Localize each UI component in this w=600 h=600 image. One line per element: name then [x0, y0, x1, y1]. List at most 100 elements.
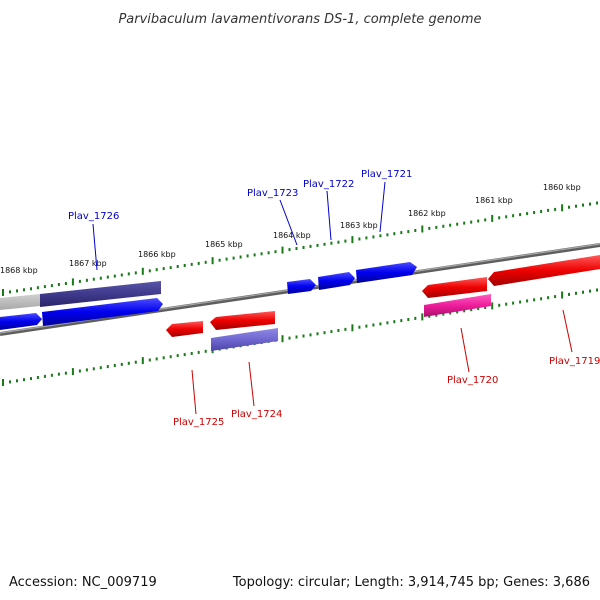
gene-feature-plav-1724[interactable] [211, 328, 278, 351]
ruler-lower-tick [204, 349, 207, 353]
ruler-upper-tick [253, 253, 256, 257]
gene-feature-plav-1720-top[interactable] [422, 277, 487, 298]
ruler-upper-tick [498, 216, 501, 220]
ruler-lower-tick [498, 303, 501, 307]
ruler-upper-tick [16, 289, 18, 293]
ruler-lower-tick [575, 291, 577, 295]
gene-feature-blue-left[interactable] [0, 313, 42, 330]
ruler-upper-tick [71, 278, 74, 286]
ruler-upper-tick [512, 214, 515, 218]
ruler-lower-tick [309, 333, 312, 337]
gene-feature-plav-1726[interactable] [40, 281, 161, 307]
ruler-lower-tick [442, 312, 445, 316]
ruler-upper-tick [463, 221, 466, 225]
ruler-label-1860: 1860 kbp [543, 183, 581, 192]
ruler-upper [2, 201, 598, 296]
ruler-lower-tick [43, 374, 46, 378]
ruler-upper-tick [351, 236, 354, 244]
ruler-lower-tick [106, 365, 109, 369]
ruler-upper-tick [309, 244, 312, 248]
ruler-lower-tick [470, 308, 473, 312]
ruler-lower-tick [589, 289, 591, 293]
ruler-lower-tick [176, 354, 179, 358]
ruler-lower-tick [9, 380, 11, 384]
label-plav-1724[interactable]: Plav_1724 [231, 409, 282, 420]
ruler-upper-tick [365, 236, 368, 240]
ruler-upper-tick [57, 283, 60, 286]
ruler-lower-tick [2, 379, 4, 386]
ruler-upper-tick [484, 218, 487, 222]
ruler-upper-tick [316, 243, 319, 247]
gene-feature-plav-1720[interactable] [424, 294, 491, 317]
ruler-lower-tick [190, 352, 193, 355]
label-plav-1721[interactable]: Plav_1721 [361, 169, 412, 180]
ruler-upper-tick [358, 237, 361, 241]
leader-plav-1726 [92, 223, 98, 271]
ruler-label-1863: 1863 kbp [340, 221, 378, 230]
ruler-lower-tick [407, 318, 410, 321]
ruler-lower-tick [540, 297, 543, 301]
ruler-label-1864: 1864 kbp [273, 231, 311, 240]
ruler-upper-tick [302, 246, 305, 249]
gene-feature-plav-1723[interactable] [287, 279, 316, 294]
ruler-lower-tick [16, 379, 18, 383]
ruler-upper-tick [64, 282, 67, 285]
label-plav-1720[interactable]: Plav_1720 [447, 375, 498, 386]
label-plav-1719[interactable]: Plav_1719 [549, 356, 600, 367]
ruler-upper-tick [36, 286, 39, 290]
label-plav-1726[interactable]: Plav_1726 [68, 211, 119, 222]
ruler-upper-tick [295, 247, 298, 250]
ruler-upper-tick [477, 219, 480, 223]
ruler-lower-tick [78, 369, 81, 373]
ruler-lower-tick [505, 302, 508, 306]
ruler-lower-tick [50, 373, 53, 377]
ruler-lower-tick [148, 358, 151, 362]
gene-feature-plav-1722[interactable] [318, 272, 355, 290]
ruler-upper-tick [575, 204, 577, 208]
ruler-upper-tick [162, 267, 165, 271]
gene-feature-plav-1725[interactable] [166, 321, 203, 337]
ruler-upper-tick [211, 257, 214, 265]
ruler-lower-tick [365, 324, 368, 328]
ruler-upper-tick [561, 204, 564, 212]
label-plav-1722[interactable]: Plav_1722 [303, 179, 354, 190]
ruler-upper-tick [30, 287, 32, 291]
ruler-lower-tick [281, 335, 284, 343]
gene-feature-blue-long[interactable] [42, 298, 163, 326]
ruler-upper-tick [50, 284, 53, 288]
ruler-lower-tick [568, 292, 570, 296]
ruler-lower-tick [302, 334, 305, 338]
gene-feature-plav-1724-top[interactable] [210, 311, 275, 330]
ruler-lower-tick [456, 310, 459, 314]
ruler-upper-tick [204, 260, 207, 264]
ruler-lower-tick [596, 288, 598, 292]
ruler-upper-tick [267, 251, 270, 255]
ruler-upper-tick [9, 290, 11, 294]
ruler-upper-tick [582, 203, 584, 207]
ruler-label-1861: 1861 kbp [475, 196, 513, 205]
ruler-upper-tick [246, 254, 249, 258]
forward-genes-lower [0, 298, 163, 330]
ruler-upper-tick [113, 274, 116, 278]
ruler-upper-tick [456, 222, 459, 226]
label-plav-1725[interactable]: Plav_1725 [173, 417, 224, 428]
label-plav-1723[interactable]: Plav_1723 [247, 188, 298, 199]
ruler-lower-tick [533, 298, 536, 302]
ruler-label-1866: 1866 kbp [138, 250, 176, 259]
ruler-lower-tick [330, 330, 333, 334]
gene-feature-plav-1719[interactable] [488, 255, 600, 286]
gene-feature-plav-1721[interactable] [356, 262, 417, 283]
ruler-lower-tick [484, 306, 487, 309]
ruler-lower-tick [92, 367, 95, 371]
ruler-upper-tick [526, 212, 529, 216]
ruler-lower-tick [526, 299, 529, 303]
gene-feature-grey[interactable] [0, 294, 40, 310]
ruler-lower-tick [414, 316, 417, 320]
ruler-upper-tick [169, 266, 172, 270]
ruler-lower-tick [316, 332, 319, 336]
ruler-label-1868: 1868 kbp [0, 266, 38, 275]
ruler-lower-tick [71, 368, 74, 376]
ruler-upper-tick [491, 214, 494, 222]
ruler-lower-tick [162, 356, 165, 360]
